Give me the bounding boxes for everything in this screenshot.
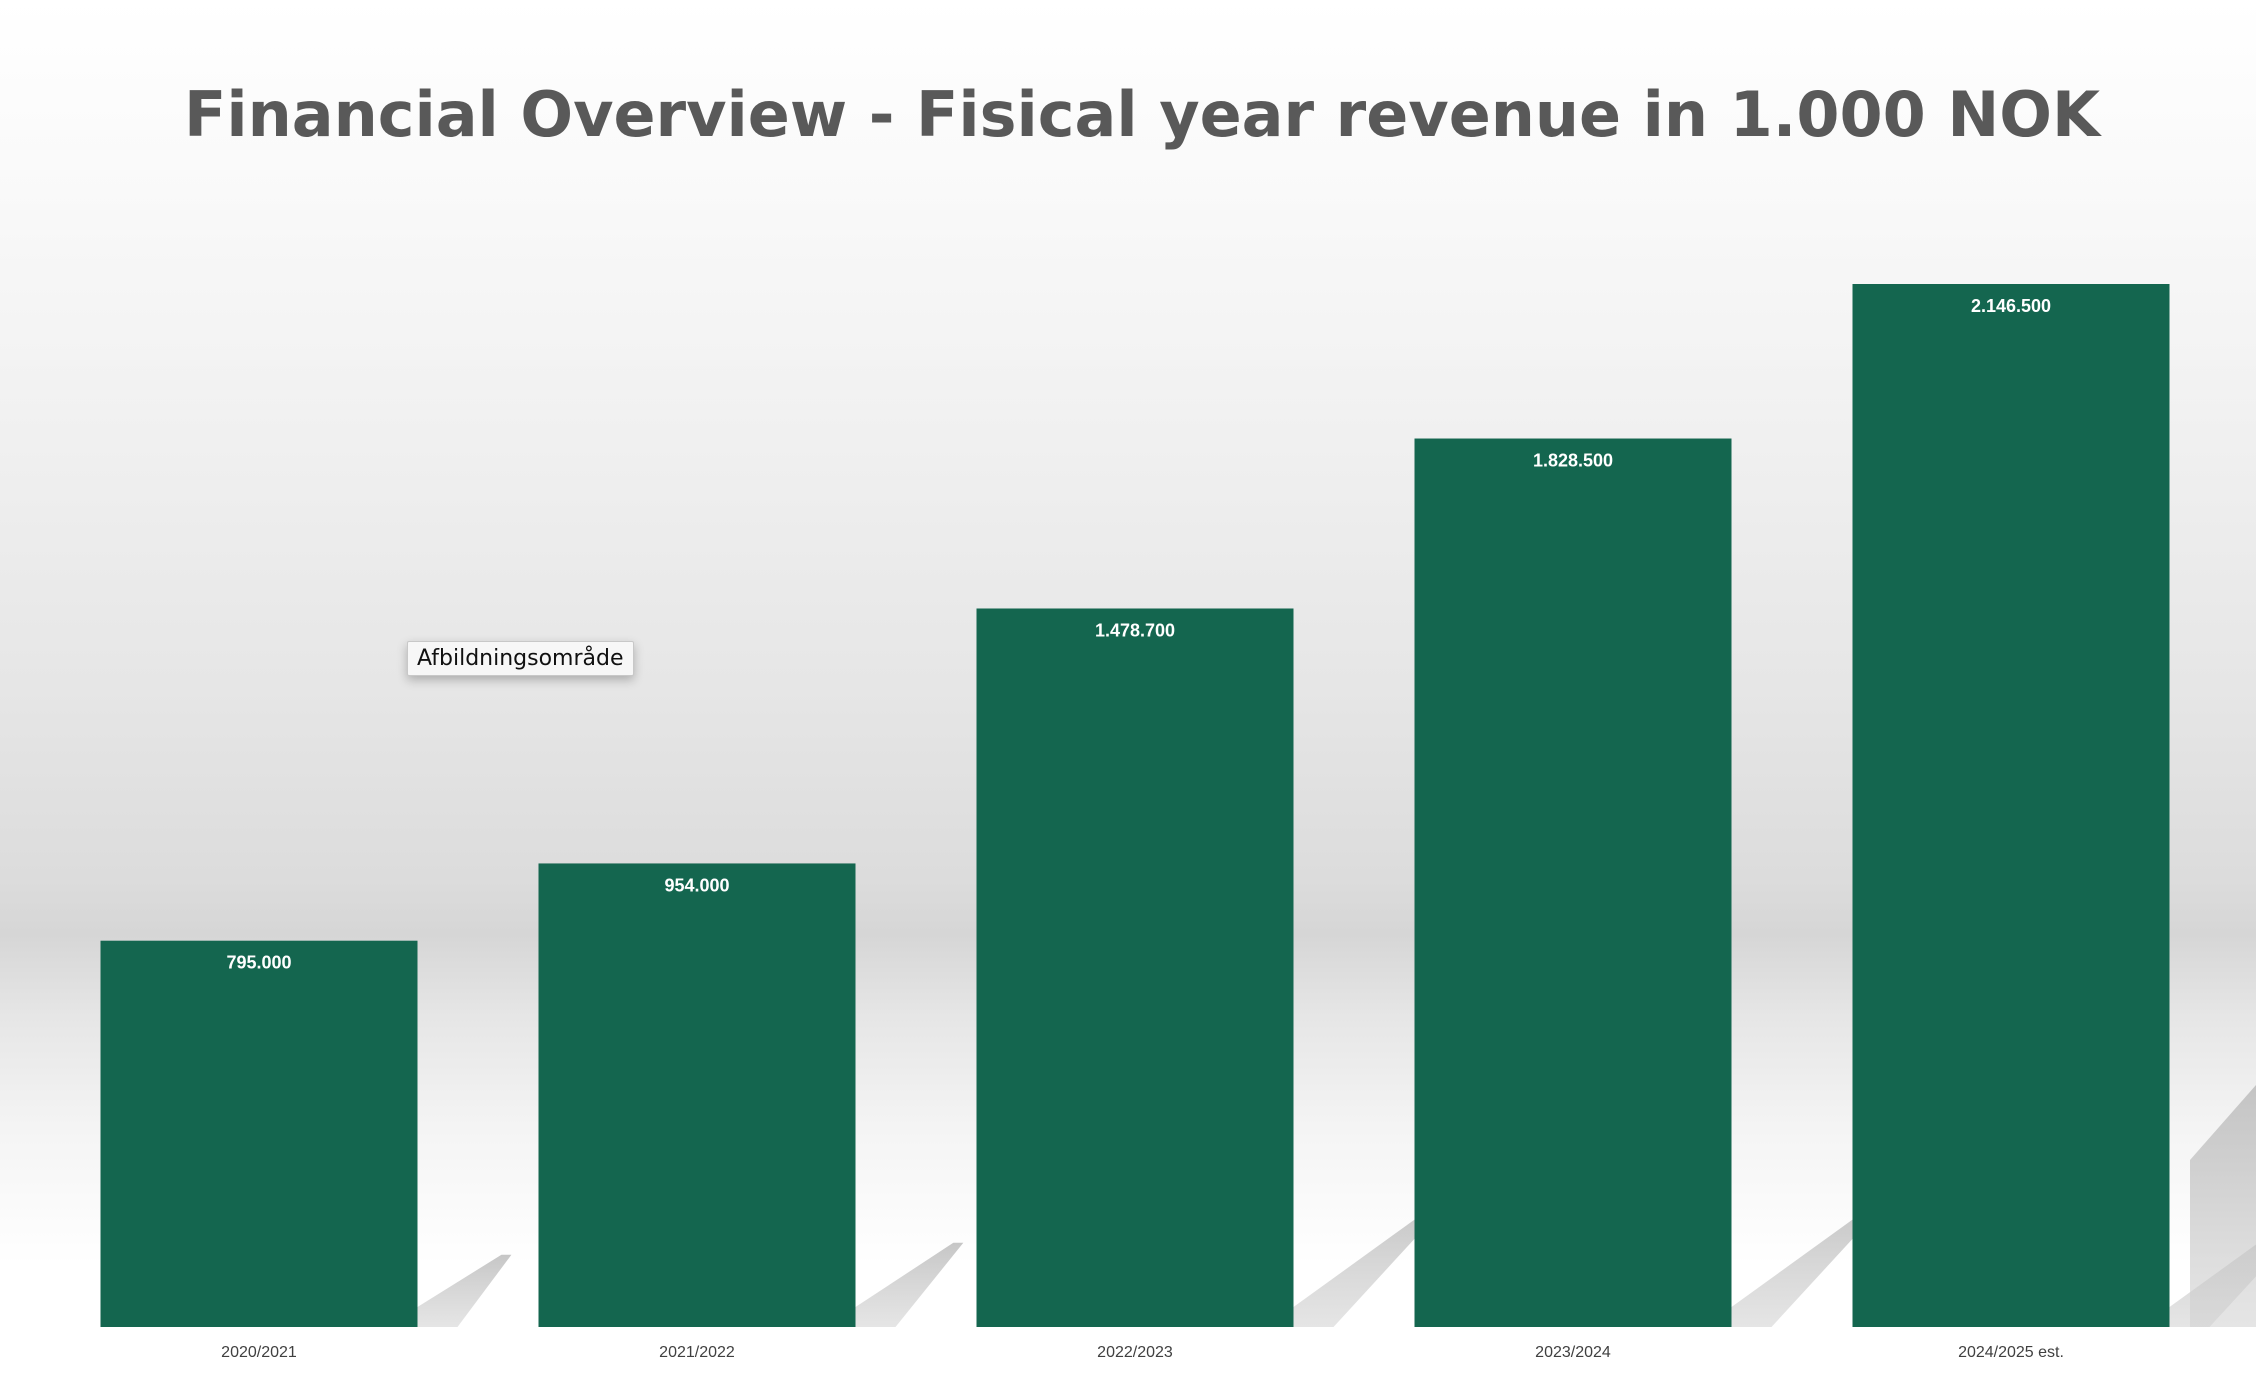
data-label: 1.828.500 [1533, 451, 1613, 471]
bar-shadows [417, 1085, 2256, 1327]
category-label: 2022/2023 [1097, 1344, 1173, 1361]
bar[interactable] [1414, 438, 1732, 1327]
category-axis: 2020/2021 2021/2022 2022/2023 2023/2024 2024… [221, 1344, 2064, 1361]
bar[interactable] [538, 863, 856, 1327]
category-label: 2020/2021 [221, 1344, 297, 1361]
data-label: 1.478.700 [1095, 620, 1175, 640]
tooltip: Afbildningsområde [407, 641, 634, 676]
data-labels-group: 795.000 954.000 1.478.700 1.828.500 2.146.50… [226, 296, 2051, 973]
category-label: 2023/2024 [1535, 1344, 1611, 1361]
data-label: 795.000 [226, 953, 291, 973]
data-label: 2.146.500 [1971, 296, 2051, 316]
category-label: 2024/2025 est. [1958, 1344, 2064, 1361]
bar[interactable] [976, 608, 1294, 1327]
data-label: 954.000 [664, 875, 729, 895]
bars-group [100, 284, 2170, 1327]
bar-shadow [1293, 1203, 1448, 1327]
bar-shadow [2190, 1085, 2256, 1327]
bar-shadow [417, 1254, 512, 1327]
bar[interactable] [1852, 284, 2170, 1327]
bar[interactable] [100, 940, 418, 1327]
bar-shadow [855, 1242, 964, 1327]
bar-shadow [1731, 1203, 1886, 1327]
category-label: 2021/2022 [659, 1344, 735, 1361]
chart-title: Financial Overview - Fisical year revenu… [184, 78, 2102, 151]
